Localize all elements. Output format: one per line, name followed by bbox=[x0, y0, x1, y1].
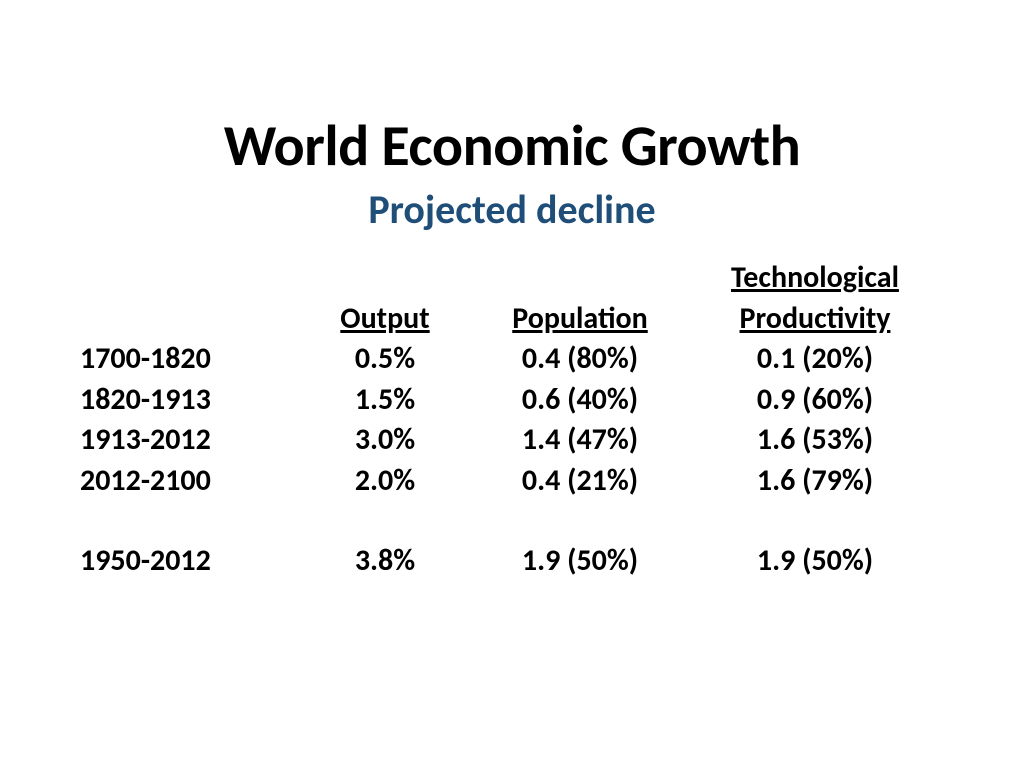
cell-output: 3.0% bbox=[300, 420, 470, 461]
cell-population: 1.4 (47%) bbox=[470, 420, 690, 461]
header-population: Population bbox=[470, 299, 690, 340]
cell-period: 1700-1820 bbox=[80, 339, 300, 380]
header-productivity: Productivity bbox=[690, 299, 940, 340]
table-row: 1700-1820 0.5% 0.4 (80%) 0.1 (20%) bbox=[80, 339, 964, 380]
cell-productivity: 1.6 (53%) bbox=[690, 420, 940, 461]
table-row: 1913-2012 3.0% 1.4 (47%) 1.6 (53%) bbox=[80, 420, 964, 461]
cell-period: 2012-2100 bbox=[80, 461, 300, 502]
table-header-main: Output Population Productivity bbox=[80, 299, 964, 340]
header-technological: Technological bbox=[690, 258, 940, 299]
header-cell bbox=[300, 258, 470, 299]
cell-period: 1820-1913 bbox=[80, 380, 300, 421]
cell-output: 2.0% bbox=[300, 461, 470, 502]
table-row: 1820-1913 1.5% 0.6 (40%) 0.9 (60%) bbox=[80, 380, 964, 421]
cell-population: 1.9 (50%) bbox=[470, 541, 690, 582]
data-table: Technological Output Population Producti… bbox=[0, 258, 1024, 582]
table-footer-row: 1950-2012 3.8% 1.9 (50%) 1.9 (50%) bbox=[80, 541, 964, 582]
header-cell bbox=[470, 258, 690, 299]
cell-output: 3.8% bbox=[300, 541, 470, 582]
cell-population: 0.6 (40%) bbox=[470, 380, 690, 421]
header-cell bbox=[80, 258, 300, 299]
cell-output: 1.5% bbox=[300, 380, 470, 421]
cell-period: 1913-2012 bbox=[80, 420, 300, 461]
cell-population: 0.4 (21%) bbox=[470, 461, 690, 502]
cell-productivity: 0.9 (60%) bbox=[690, 380, 940, 421]
table-row: 2012-2100 2.0% 0.4 (21%) 1.6 (79%) bbox=[80, 461, 964, 502]
header-cell bbox=[80, 299, 300, 340]
cell-productivity: 0.1 (20%) bbox=[690, 339, 940, 380]
page-title: World Economic Growth bbox=[0, 110, 1024, 181]
table-header-top: Technological bbox=[80, 258, 964, 299]
page-subtitle: Projected decline bbox=[0, 185, 1024, 234]
cell-productivity: 1.6 (79%) bbox=[690, 461, 940, 502]
cell-period: 1950-2012 bbox=[80, 541, 300, 582]
spacer bbox=[80, 501, 964, 541]
cell-output: 0.5% bbox=[300, 339, 470, 380]
cell-productivity: 1.9 (50%) bbox=[690, 541, 940, 582]
cell-population: 0.4 (80%) bbox=[470, 339, 690, 380]
header-output: Output bbox=[300, 299, 470, 340]
